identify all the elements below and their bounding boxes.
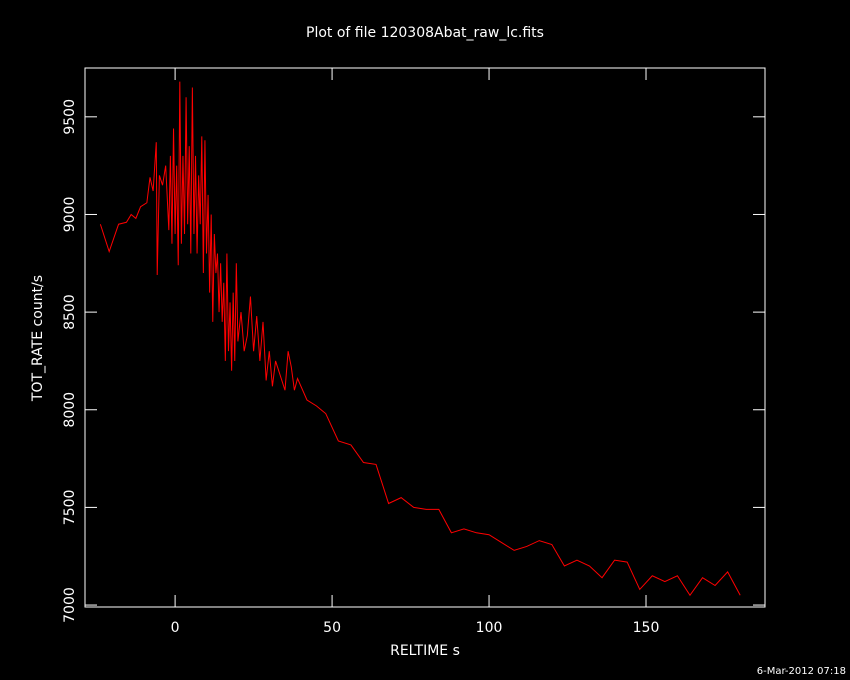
y-tick-label: 9000 — [62, 197, 78, 233]
x-tick-label: 50 — [323, 620, 341, 636]
y-axis-label: TOT_RATE count/s — [30, 275, 46, 402]
y-tick-label: 8000 — [62, 392, 78, 428]
x-tick-label: 0 — [171, 620, 180, 636]
y-tick-label: 8500 — [62, 294, 78, 330]
y-tick-label: 9500 — [62, 99, 78, 135]
y-tick-label: 7500 — [62, 490, 78, 526]
x-tick-label: 150 — [633, 620, 660, 636]
data-line — [99, 81, 741, 597]
y-tick-label: 7000 — [62, 587, 78, 623]
x-axis-label: RELTIME s — [390, 643, 460, 659]
plot-frame — [84, 67, 766, 608]
timestamp: 6-Mar-2012 07:18 — [757, 666, 846, 677]
chart-title: Plot of file 120308Abat_raw_lc.fits — [306, 25, 544, 41]
x-tick-label: 100 — [476, 620, 503, 636]
